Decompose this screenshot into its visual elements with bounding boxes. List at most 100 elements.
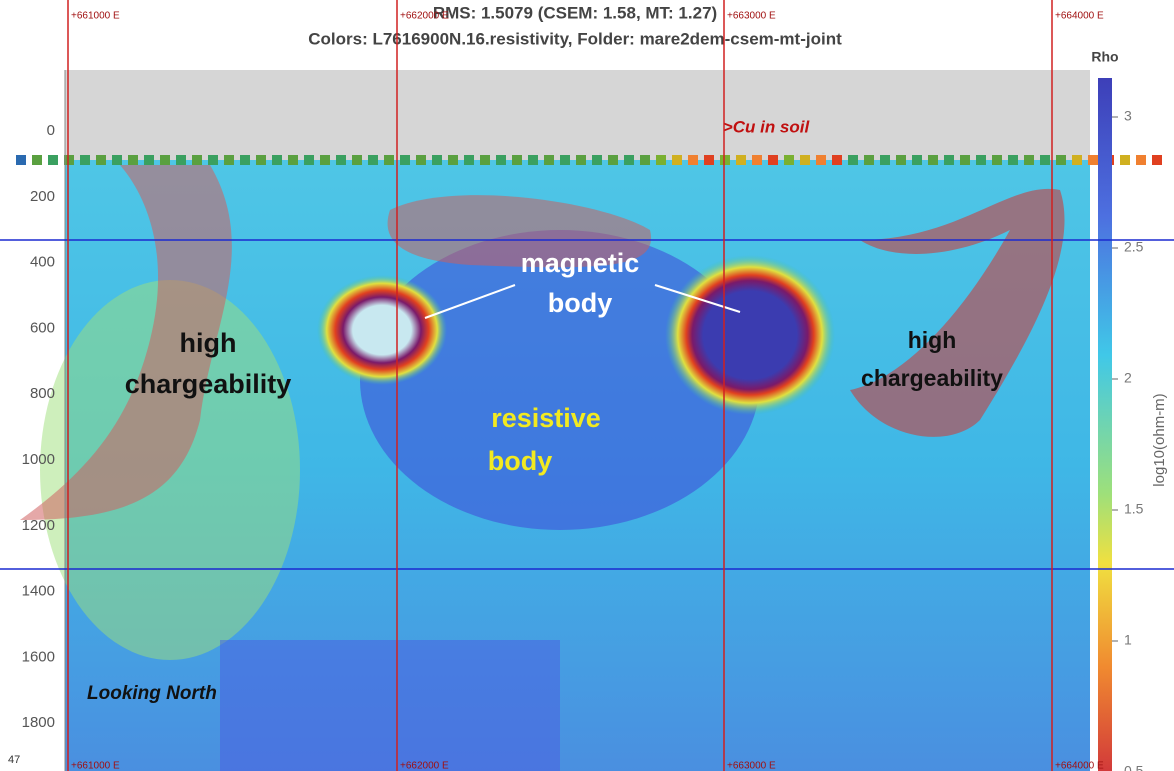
soil-sample	[176, 155, 186, 165]
soil-sample	[1152, 155, 1162, 165]
soil-sample	[832, 155, 842, 165]
pointer	[654, 284, 741, 313]
soil-sample	[160, 155, 170, 165]
annotation: body	[488, 446, 553, 476]
colorbar	[1098, 78, 1112, 771]
colorbar-tick-label: 0.5	[1124, 763, 1144, 771]
soil-sample	[1136, 155, 1146, 165]
soil-sample	[480, 155, 490, 165]
soil-sample	[304, 155, 314, 165]
soil-sample	[1024, 155, 1034, 165]
soil-sample	[576, 155, 586, 165]
soil-sample	[320, 155, 330, 165]
soil-sample	[848, 155, 858, 165]
easting-label: +663000 E	[727, 761, 776, 771]
easting-label: +664000 E	[1055, 11, 1104, 22]
annotation: chargeability	[125, 369, 292, 399]
soil-sample	[688, 155, 698, 165]
soil-sample	[272, 155, 282, 165]
annotation: body	[548, 288, 613, 318]
subtitle: Colors: L7616900N.16.resistivity, Folder…	[308, 29, 842, 48]
annotation: magnetic	[521, 248, 640, 278]
soil-sample	[1008, 155, 1018, 165]
soil-sample	[784, 155, 794, 165]
soil-sample	[512, 155, 522, 165]
soil-samples	[16, 155, 1162, 165]
depth-tick-label: 800	[30, 385, 55, 402]
soil-sample	[448, 155, 458, 165]
depth-tick-label: 1800	[22, 714, 55, 731]
soil-sample	[368, 155, 378, 165]
soil-sample	[800, 155, 810, 165]
soil-sample	[496, 155, 506, 165]
soil-sample	[384, 155, 394, 165]
title: RMS: 1.5079 (CSEM: 1.58, MT: 1.27)	[433, 3, 717, 22]
soil-sample	[208, 155, 218, 165]
annotation: high	[908, 327, 957, 353]
soil-sample	[1072, 155, 1082, 165]
soil-sample	[336, 155, 346, 165]
annotation: chargeability	[861, 365, 1003, 391]
magnetic-body-left	[317, 275, 447, 385]
soil-sample	[240, 155, 250, 165]
soil-sample	[736, 155, 746, 165]
air-region	[65, 70, 1090, 160]
soil-sample	[288, 155, 298, 165]
soil-sample	[1088, 155, 1098, 165]
depth-tick-label: 1000	[22, 451, 55, 468]
soil-sample	[816, 155, 826, 165]
soil-sample	[112, 155, 122, 165]
colorbar-tick-label: 2	[1124, 370, 1132, 386]
soil-sample	[64, 155, 74, 165]
soil-sample	[256, 155, 266, 165]
soil-sample	[960, 155, 970, 165]
depth-tick-label: 600	[30, 319, 55, 336]
easting-label: +662000 E	[400, 11, 449, 22]
soil-sample	[896, 155, 906, 165]
colorbar-title: Rho	[1091, 49, 1118, 65]
easting-label: +663000 E	[727, 11, 776, 22]
soil-sample	[192, 155, 202, 165]
soil-sample	[416, 155, 426, 165]
corner-label: 47	[8, 754, 20, 766]
soil-sample	[656, 155, 666, 165]
depth-tick-label: 1600	[22, 648, 55, 665]
easting-label: +661000 E	[71, 11, 120, 22]
annotation: >Cu in soil	[723, 117, 811, 136]
magnetic-body-right	[665, 255, 835, 415]
soil-sample	[704, 155, 714, 165]
soil-sample	[720, 155, 730, 165]
soil-sample	[912, 155, 922, 165]
soil-sample	[880, 155, 890, 165]
soil-sample	[1040, 155, 1050, 165]
depth-tick-label: 1200	[22, 517, 55, 534]
soil-sample	[16, 155, 26, 165]
soil-sample	[592, 155, 602, 165]
chargeability-body-left	[20, 165, 232, 520]
colorbar-tick-label: 3	[1124, 108, 1132, 124]
soil-sample	[32, 155, 42, 165]
soil-sample	[432, 155, 442, 165]
soil-sample	[128, 155, 138, 165]
soil-sample	[1056, 155, 1066, 165]
colorbar-tick-label: 2.5	[1124, 239, 1144, 255]
soil-sample	[864, 155, 874, 165]
annotation: resistive	[491, 403, 601, 433]
soil-sample	[944, 155, 954, 165]
colorbar-label: log10(ohm-m)	[1151, 393, 1168, 486]
soil-sample	[608, 155, 618, 165]
chargeability-body-right	[850, 188, 1065, 437]
soil-sample	[976, 155, 986, 165]
depth-tick-label: 200	[30, 188, 55, 205]
soil-sample	[752, 155, 762, 165]
soil-sample	[352, 155, 362, 165]
soil-sample	[992, 155, 1002, 165]
soil-sample	[224, 155, 234, 165]
soil-sample	[1120, 155, 1130, 165]
soil-sample	[400, 155, 410, 165]
soil-sample	[672, 155, 682, 165]
depth-tick-label: 1400	[22, 583, 55, 600]
depth-tick-label: 0	[47, 122, 55, 139]
